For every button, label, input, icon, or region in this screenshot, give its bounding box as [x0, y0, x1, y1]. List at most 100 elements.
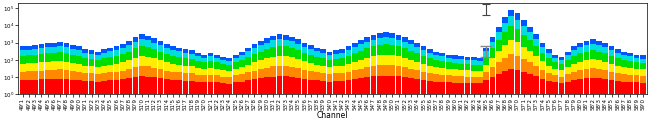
Bar — [377, 76, 383, 94]
Bar — [439, 68, 445, 75]
Bar — [51, 53, 57, 61]
Bar — [202, 62, 207, 69]
Bar — [32, 80, 38, 94]
Bar — [421, 80, 426, 94]
Bar — [64, 43, 70, 47]
Bar — [220, 83, 226, 94]
Bar — [20, 72, 25, 80]
Bar — [314, 65, 320, 72]
Bar — [346, 80, 351, 94]
Bar — [615, 73, 621, 81]
Bar — [170, 56, 176, 64]
Bar — [139, 39, 144, 46]
Bar — [327, 82, 333, 94]
Bar — [70, 71, 75, 80]
Bar — [471, 65, 476, 71]
Bar — [634, 82, 640, 94]
Bar — [571, 46, 577, 50]
Bar — [95, 52, 101, 55]
Bar — [57, 69, 63, 79]
Bar — [258, 52, 264, 60]
Bar — [452, 83, 458, 94]
Bar — [571, 72, 577, 80]
Bar — [139, 34, 144, 39]
Bar — [264, 58, 270, 68]
Bar — [57, 46, 63, 52]
Bar — [189, 50, 194, 54]
Bar — [439, 53, 445, 56]
Bar — [32, 49, 38, 55]
Bar — [51, 47, 57, 53]
Bar — [302, 79, 307, 94]
Bar — [170, 72, 176, 80]
Bar — [233, 58, 239, 62]
Bar — [101, 53, 107, 58]
Bar — [107, 48, 113, 51]
Bar — [214, 82, 220, 94]
Bar — [352, 62, 358, 70]
Bar — [164, 44, 170, 48]
Bar — [552, 82, 558, 94]
Bar — [226, 84, 232, 94]
Bar — [333, 66, 339, 73]
Bar — [283, 35, 289, 40]
Bar — [489, 48, 495, 58]
Bar — [308, 55, 314, 63]
Bar — [195, 75, 201, 82]
Bar — [352, 79, 358, 94]
Bar — [396, 56, 402, 66]
Bar — [421, 50, 426, 56]
Bar — [145, 36, 151, 40]
Bar — [521, 72, 526, 94]
Bar — [546, 66, 552, 73]
Bar — [214, 55, 220, 58]
Bar — [421, 46, 426, 50]
Bar — [157, 52, 163, 60]
Bar — [439, 82, 445, 94]
Bar — [295, 78, 301, 94]
Bar — [302, 43, 307, 47]
Bar — [534, 56, 540, 66]
Bar — [627, 56, 633, 61]
Bar — [176, 72, 182, 80]
Bar — [577, 47, 583, 53]
Bar — [389, 38, 395, 45]
Bar — [590, 78, 595, 94]
Bar — [621, 67, 627, 74]
Bar — [277, 76, 282, 94]
Bar — [446, 69, 452, 76]
Bar — [489, 42, 495, 48]
Bar — [603, 53, 608, 62]
Bar — [189, 73, 194, 81]
Bar — [176, 65, 182, 72]
Bar — [64, 70, 70, 79]
Bar — [634, 69, 640, 76]
Bar — [540, 47, 545, 53]
Bar — [120, 62, 125, 70]
Bar — [133, 77, 138, 94]
Bar — [183, 58, 188, 66]
Bar — [502, 45, 508, 58]
Bar — [446, 58, 452, 62]
Bar — [370, 46, 376, 56]
Bar — [308, 80, 314, 94]
Bar — [452, 69, 458, 76]
Bar — [634, 55, 640, 58]
Bar — [596, 41, 602, 45]
Bar — [508, 16, 514, 26]
Bar — [64, 62, 70, 70]
Bar — [126, 60, 132, 69]
Bar — [427, 81, 433, 94]
Bar — [302, 47, 307, 53]
Bar — [358, 44, 364, 51]
Bar — [565, 82, 571, 94]
Bar — [596, 69, 602, 78]
Bar — [277, 66, 282, 76]
Bar — [164, 70, 170, 79]
Bar — [415, 79, 420, 94]
Bar — [38, 70, 44, 79]
Bar — [558, 83, 564, 94]
Bar — [20, 80, 25, 94]
Bar — [32, 71, 38, 80]
Bar — [170, 64, 176, 72]
